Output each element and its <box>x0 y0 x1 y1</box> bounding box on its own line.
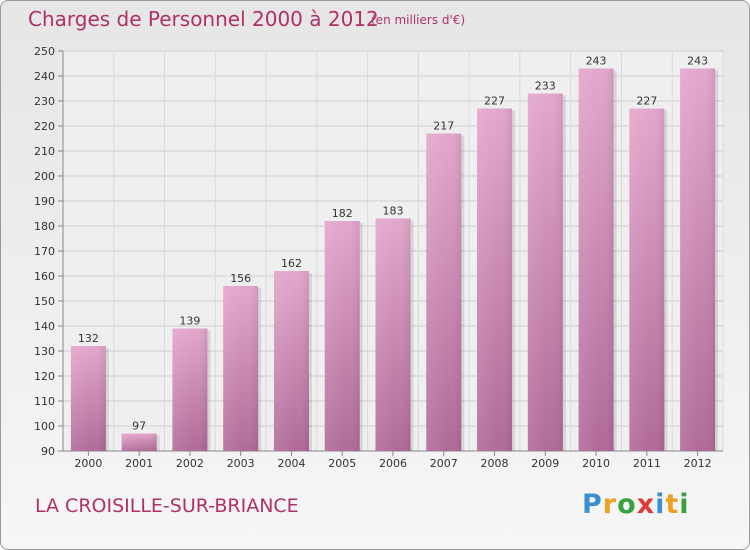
y-tick-label: 110 <box>34 395 55 408</box>
bar-shine <box>121 433 157 451</box>
x-tick-label: 2006 <box>379 457 407 470</box>
bar-shine <box>172 328 208 451</box>
logo-letter: P <box>582 489 603 520</box>
x-tick-label: 2004 <box>277 457 305 470</box>
bar-shine <box>273 271 309 451</box>
chart-title: Charges de Personnel 2000 à 2012 <box>28 7 379 31</box>
bar-value-label: 139 <box>179 315 200 328</box>
y-tick-label: 230 <box>34 95 55 108</box>
bar-value-label: 233 <box>535 80 556 93</box>
y-tick-label: 120 <box>34 370 55 383</box>
x-tick-label: 2001 <box>125 457 153 470</box>
bar-value-label: 97 <box>132 420 146 433</box>
x-tick-label: 2002 <box>176 457 204 470</box>
chart-subtitle: (en milliers d'€) <box>371 13 466 27</box>
y-tick-label: 200 <box>34 170 55 183</box>
x-tick-label: 2000 <box>74 457 102 470</box>
y-tick-label: 90 <box>41 445 55 458</box>
bar-shine <box>578 68 614 451</box>
bar-value-label: 182 <box>332 207 353 220</box>
y-tick-label: 180 <box>34 220 55 233</box>
bar-shine <box>426 133 462 451</box>
y-tick-label: 170 <box>34 245 55 258</box>
bar-shine <box>223 286 259 451</box>
x-tick-label: 2012 <box>684 457 712 470</box>
bar-value-label: 227 <box>636 95 657 108</box>
bar-shine <box>477 108 513 451</box>
x-tick-label: 2008 <box>481 457 509 470</box>
x-tick-label: 2009 <box>531 457 559 470</box>
bar-shine <box>527 93 563 451</box>
logo-letter: x <box>636 489 656 520</box>
bar-value-label: 243 <box>586 55 607 68</box>
data-labels: 132 97 139 156 162 182 183 217 227 233 243 227 243 <box>78 55 708 433</box>
bar-shine <box>680 68 716 451</box>
bar-value-label: 183 <box>383 205 404 218</box>
logo-letter: i <box>679 489 690 520</box>
y-tick-label: 140 <box>34 320 55 333</box>
x-tick-label: 2003 <box>227 457 255 470</box>
y-tick-label: 160 <box>34 270 55 283</box>
x-tick-label: 2007 <box>430 457 458 470</box>
y-tick-label: 190 <box>34 195 55 208</box>
y-tick-label: 150 <box>34 295 55 308</box>
bar-shine <box>375 218 411 451</box>
x-tick-label: 2005 <box>328 457 356 470</box>
logo-letter: o <box>617 489 637 520</box>
y-tick-label: 100 <box>34 420 55 433</box>
x-tick-label: 2010 <box>582 457 610 470</box>
logo-letter: i <box>655 489 666 520</box>
y-tick-label: 220 <box>34 120 55 133</box>
logo-letter: r <box>602 489 618 520</box>
bar-shine <box>70 346 106 451</box>
logo-letter: t <box>665 489 680 520</box>
bar-shine <box>324 221 360 451</box>
bar-value-label: 217 <box>433 120 454 133</box>
y-tick-label: 250 <box>34 45 55 58</box>
bar-value-label: 243 <box>687 55 708 68</box>
bars <box>70 68 719 451</box>
proxiti-logo: Proxiti <box>582 489 690 520</box>
commune-name: LA CROISILLE-SUR-BRIANCE <box>35 495 299 517</box>
bar-shine <box>629 108 665 451</box>
bar-value-label: 132 <box>78 332 99 345</box>
y-tick-label: 210 <box>34 145 55 158</box>
bar-value-label: 227 <box>484 95 505 108</box>
bar-value-label: 162 <box>281 257 302 270</box>
x-tick-label: 2011 <box>633 457 661 470</box>
axes: 90 100 110 120 130 140 150 160 170 180 190 200 210 22… <box>34 45 723 470</box>
bar-value-label: 156 <box>230 272 251 285</box>
y-tick-label: 130 <box>34 345 55 358</box>
y-tick-label: 240 <box>34 70 55 83</box>
